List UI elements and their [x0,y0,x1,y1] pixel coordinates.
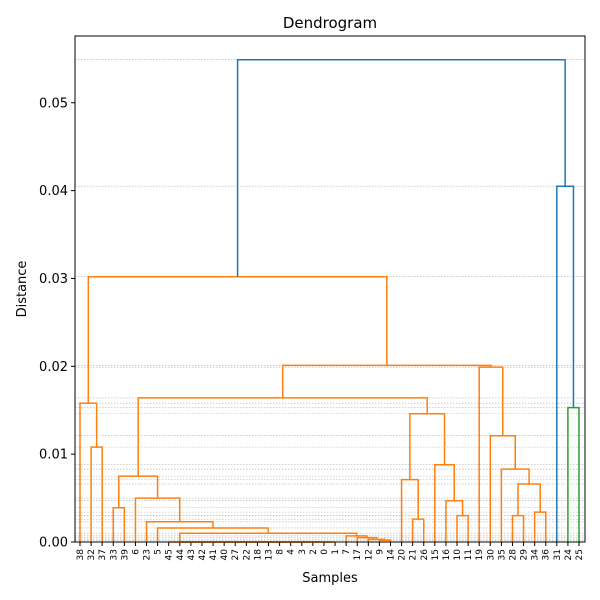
leaf-label: 21 [409,549,419,560]
link [409,412,446,480]
leaf-label: 3 [298,549,308,555]
link [356,536,378,542]
leaf-label: 0 [320,549,330,555]
link [456,514,469,542]
leaf-label: 39 [120,549,130,561]
axes-frame [74,35,586,543]
leaf-label: 10 [453,549,463,561]
link [156,527,269,542]
leaf-label: 34 [531,549,541,561]
leaf-label: 22 [242,549,252,560]
y-tick-label: 0.05 [39,96,68,111]
link [281,364,492,398]
link [511,514,525,542]
x-axis-label: Samples [302,571,358,586]
leaf-label: 15 [431,549,441,560]
leaf-label: 1 [331,549,341,555]
link [500,468,530,542]
leaf-label: 33 [109,549,119,560]
link [533,511,547,542]
leaf-label: 5 [154,549,164,555]
link [367,538,386,542]
link [567,406,580,542]
leaf-label: 27 [231,549,241,560]
link [345,535,368,542]
leaf-label: 37 [98,549,108,560]
leaf-label: 28 [508,549,518,561]
leaf-label: 40 [220,549,230,561]
leaf-label: 25 [575,549,585,560]
leaf-label: 8 [276,549,286,555]
leaf-label: 11 [464,549,474,560]
link [489,434,516,542]
leaf-label: 29 [520,549,530,561]
leaf-label: 20 [398,549,408,561]
y-tick-label: 0.04 [39,184,68,199]
leaf-label: 9 [375,549,385,555]
leaf-label: 26 [420,549,430,561]
leaf-label: 42 [198,549,208,560]
leaf-label: 31 [553,549,563,560]
leaf-label: 32 [87,549,97,560]
chart-title: Dendrogram [283,14,377,32]
leaf-label: 35 [497,549,507,560]
leaf-label: 23 [143,549,153,560]
link [556,185,575,542]
y-tick-label: 0.02 [39,360,68,375]
y-tick-label: 0.00 [39,536,68,551]
leaf-label: 7 [342,549,352,555]
link [400,478,419,542]
y-tick-label: 0.01 [39,448,68,463]
leaf-label: 19 [475,549,485,561]
leaf-label: 6 [131,549,141,555]
leaf-label: 18 [253,549,263,561]
link [411,518,425,542]
leaf-label: 16 [442,549,452,561]
leaf-label: 2 [309,549,319,555]
leaf-label: 41 [209,549,219,560]
link [517,483,541,516]
leaf-label: 4 [287,549,297,555]
leaf-label: 36 [542,549,552,561]
leaf-label: 14 [386,549,396,561]
link [137,397,428,477]
link [118,475,159,508]
link [79,402,98,542]
leaf-label: 44 [176,549,186,561]
link [445,499,464,542]
leaf-label: 30 [486,549,496,561]
y-axis-label: Distance [15,261,30,318]
leaf-label: 43 [187,549,197,560]
leaf-label: 12 [364,549,374,560]
leaf-label: 45 [165,549,175,560]
y-tick-label: 0.03 [39,272,68,287]
leaf-label: 24 [564,549,574,561]
leaf-label: 13 [265,549,275,560]
leaf-label: 38 [76,549,86,561]
link [87,275,388,404]
link [112,506,126,542]
leaf-label: 17 [353,549,363,560]
link [236,58,566,277]
